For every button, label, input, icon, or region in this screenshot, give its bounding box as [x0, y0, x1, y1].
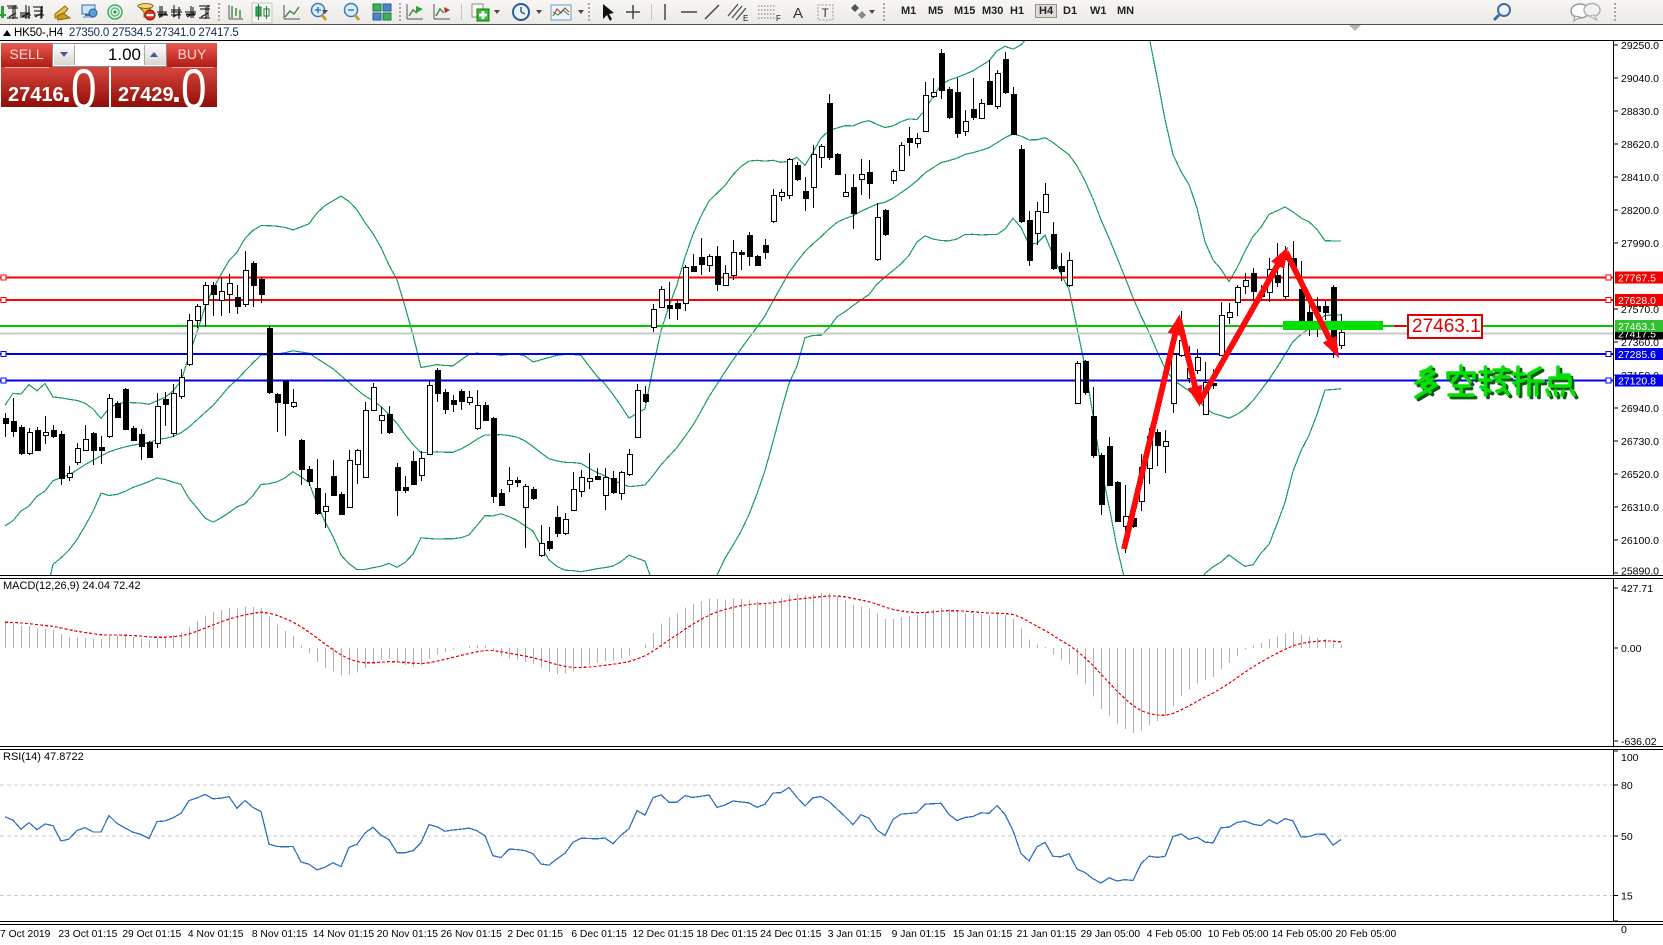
svg-text:2 Dec 01:15: 2 Dec 01:15: [507, 929, 563, 940]
svg-text:T: T: [822, 6, 830, 20]
svg-text:E: E: [743, 14, 748, 23]
svg-text:8 Nov 01:15: 8 Nov 01:15: [252, 929, 308, 940]
svg-text:RSI(14) 47.8722: RSI(14) 47.8722: [3, 751, 84, 763]
svg-text:29040.0: 29040.0: [1621, 73, 1659, 85]
svg-text:27463.1: 27463.1: [1412, 316, 1481, 337]
svg-text:427.71: 427.71: [1621, 583, 1653, 595]
svg-text:20 Feb 05:00: 20 Feb 05:00: [1336, 929, 1397, 940]
svg-text:26 Nov 01:15: 26 Nov 01:15: [441, 929, 503, 940]
svg-text:4 Feb 05:00: 4 Feb 05:00: [1147, 929, 1202, 940]
svg-text:14 Nov 01:15: 14 Nov 01:15: [313, 929, 375, 940]
svg-text:0.00: 0.00: [1621, 643, 1642, 655]
svg-text:F: F: [776, 14, 781, 23]
svg-text:4 Nov 01:15: 4 Nov 01:15: [188, 929, 244, 940]
svg-text:26520.0: 26520.0: [1621, 469, 1659, 481]
svg-text:27360.0: 27360.0: [1621, 337, 1659, 349]
svg-text:50: 50: [1621, 831, 1633, 843]
svg-text:27628.0: 27628.0: [1618, 295, 1656, 307]
svg-text:6 Dec 01:15: 6 Dec 01:15: [571, 929, 627, 940]
svg-text:26940.0: 26940.0: [1621, 403, 1659, 415]
svg-text:3 Jan 01:15: 3 Jan 01:15: [828, 929, 882, 940]
svg-text:9 Jan 01:15: 9 Jan 01:15: [892, 929, 946, 940]
svg-text:10 Feb 05:00: 10 Feb 05:00: [1208, 929, 1269, 940]
svg-text:28410.0: 28410.0: [1621, 172, 1659, 184]
svg-text:27120.8: 27120.8: [1618, 375, 1656, 387]
svg-text:14 Feb 05:00: 14 Feb 05:00: [1272, 929, 1333, 940]
svg-text:27285.6: 27285.6: [1618, 349, 1656, 361]
svg-text:-636.02: -636.02: [1621, 736, 1657, 748]
svg-text:27990.0: 27990.0: [1621, 238, 1659, 250]
svg-text:7 Oct 2019: 7 Oct 2019: [0, 929, 51, 940]
svg-text:80: 80: [1621, 780, 1633, 792]
svg-text:29 Oct 01:15: 29 Oct 01:15: [122, 929, 181, 940]
svg-text:24 Dec 01:15: 24 Dec 01:15: [760, 929, 822, 940]
svg-text:29 Jan 05:00: 29 Jan 05:00: [1081, 929, 1141, 940]
svg-text:21 Jan 01:15: 21 Jan 01:15: [1017, 929, 1077, 940]
svg-text:20 Nov 01:15: 20 Nov 01:15: [377, 929, 439, 940]
svg-text:23 Oct 01:15: 23 Oct 01:15: [58, 929, 117, 940]
svg-text:25890.0: 25890.0: [1621, 565, 1659, 577]
svg-text:29250.0: 29250.0: [1621, 40, 1659, 52]
svg-text:28620.0: 28620.0: [1621, 139, 1659, 151]
svg-text:15 Jan 01:15: 15 Jan 01:15: [953, 929, 1013, 940]
svg-text:26310.0: 26310.0: [1621, 502, 1659, 514]
svg-text:27767.5: 27767.5: [1618, 272, 1656, 284]
svg-text:12 Dec 01:15: 12 Dec 01:15: [632, 929, 694, 940]
svg-text:100: 100: [1621, 752, 1639, 764]
svg-text:27463.1: 27463.1: [1618, 321, 1656, 333]
svg-text:26100.0: 26100.0: [1621, 535, 1659, 547]
svg-text:0: 0: [1621, 924, 1627, 936]
svg-text:26730.0: 26730.0: [1621, 436, 1659, 448]
svg-text:28830.0: 28830.0: [1621, 106, 1659, 118]
svg-text:MACD(12,26,9) 24.04 72.42: MACD(12,26,9) 24.04 72.42: [3, 580, 141, 592]
svg-text:15: 15: [1621, 891, 1633, 903]
svg-text:A: A: [793, 5, 803, 22]
svg-text:18 Dec 01:15: 18 Dec 01:15: [696, 929, 758, 940]
svg-text:27570.0: 27570.0: [1621, 304, 1659, 316]
svg-text:28200.0: 28200.0: [1621, 205, 1659, 217]
